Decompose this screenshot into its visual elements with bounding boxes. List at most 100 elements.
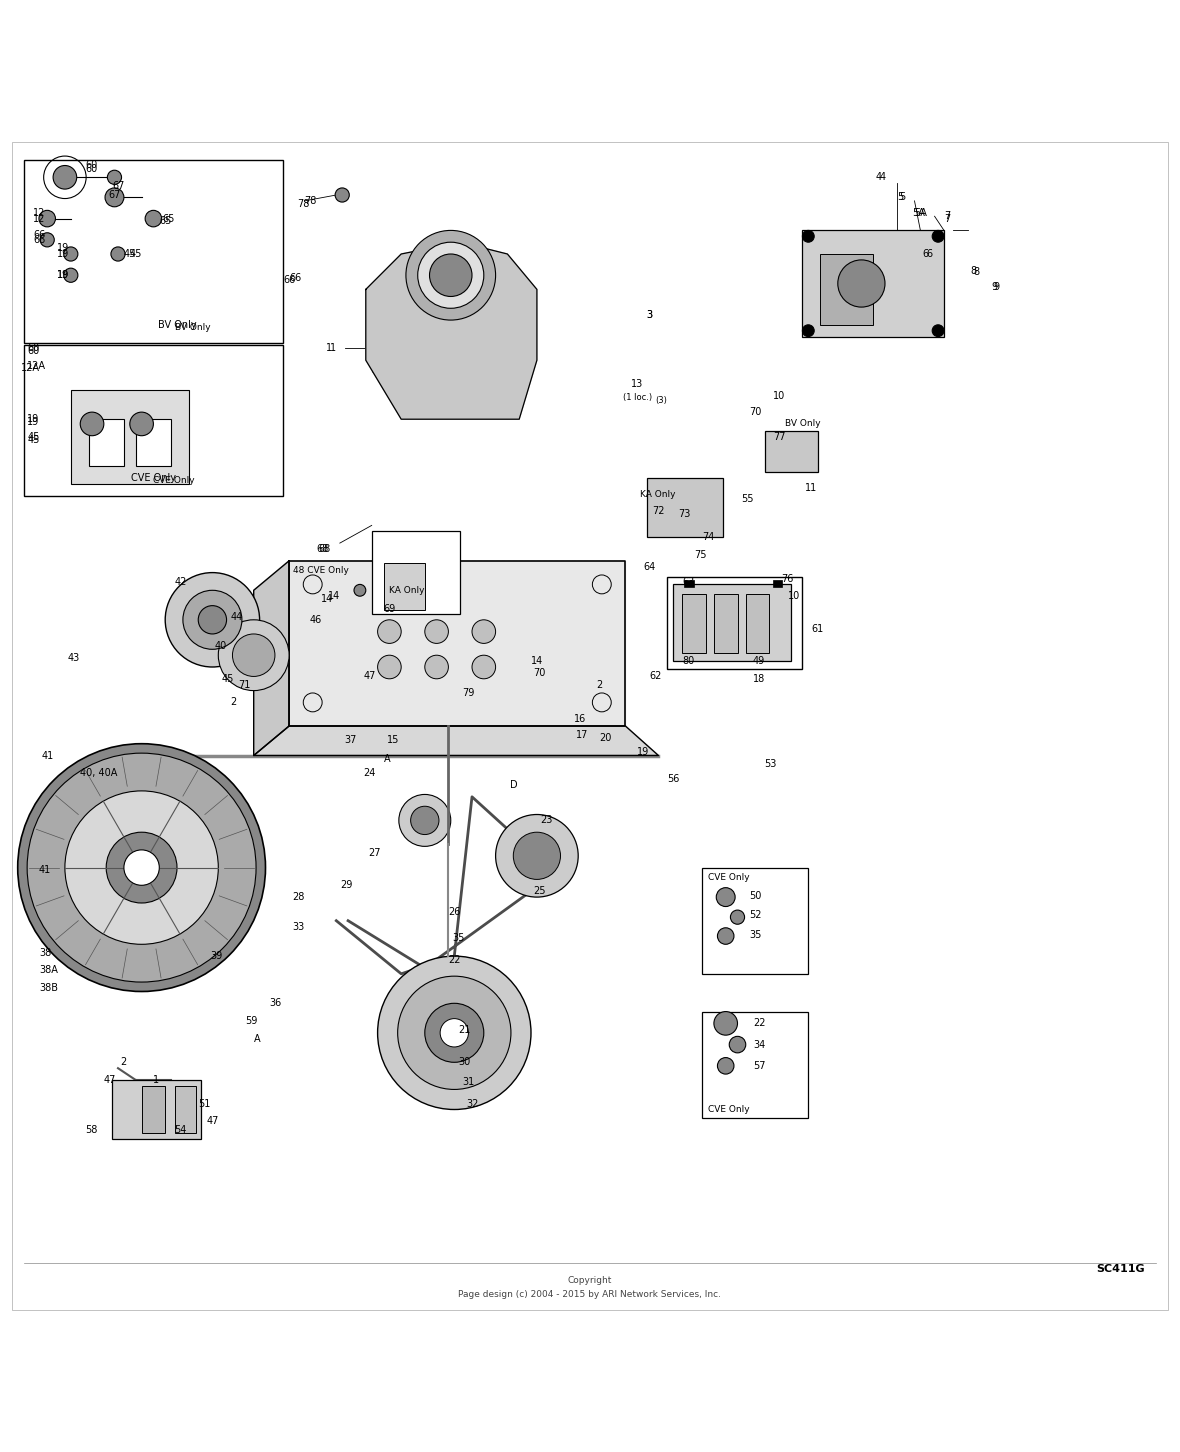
Text: 71: 71 [238, 680, 250, 690]
Text: 59: 59 [245, 1016, 257, 1027]
Circle shape [354, 584, 366, 597]
Bar [667, 578, 802, 669]
Text: CVE Only: CVE Only [131, 473, 176, 484]
Text: 66: 66 [33, 229, 45, 240]
Text: 44: 44 [230, 613, 242, 623]
Polygon shape [254, 560, 289, 755]
Text: 19: 19 [57, 242, 68, 253]
Text: 67: 67 [112, 180, 124, 190]
Circle shape [80, 412, 104, 436]
Text: 3: 3 [647, 311, 653, 321]
Circle shape [145, 211, 162, 227]
Text: 65: 65 [159, 216, 171, 227]
Bar [820, 254, 873, 325]
Bar [175, 1086, 196, 1133]
Circle shape [729, 1037, 746, 1053]
Text: 29: 29 [340, 880, 352, 890]
Circle shape [398, 976, 511, 1089]
Text: BV Only: BV Only [175, 322, 210, 331]
Text: 41: 41 [39, 865, 51, 876]
Polygon shape [366, 242, 537, 420]
Text: 52: 52 [749, 910, 762, 919]
Text: 79: 79 [463, 688, 474, 698]
Text: 45: 45 [27, 436, 39, 446]
Circle shape [411, 806, 439, 835]
Circle shape [378, 655, 401, 678]
Text: 46: 46 [309, 614, 321, 624]
Circle shape [472, 655, 496, 678]
Bar [71, 389, 189, 484]
Bar [714, 594, 738, 653]
Bar [136, 420, 171, 466]
Circle shape [406, 231, 496, 319]
Text: A: A [254, 1034, 261, 1044]
Text: 78: 78 [304, 196, 316, 206]
Text: 70: 70 [533, 668, 545, 678]
Text: BV Only: BV Only [785, 420, 820, 428]
Text: 9: 9 [994, 282, 999, 292]
Text: 25: 25 [533, 886, 546, 896]
Text: 38A: 38A [39, 966, 58, 976]
Text: 19: 19 [637, 746, 649, 756]
Text: 32: 32 [466, 1099, 478, 1108]
Text: 66: 66 [33, 235, 45, 245]
Text: 40, 40A: 40, 40A [80, 768, 118, 778]
Bar [765, 431, 818, 472]
Text: 33: 33 [293, 922, 304, 932]
Circle shape [378, 955, 531, 1109]
Circle shape [218, 620, 289, 691]
Text: 3: 3 [647, 311, 653, 321]
Text: 12A: 12A [21, 363, 40, 373]
Text: D: D [510, 780, 517, 790]
Circle shape [714, 1012, 738, 1035]
Circle shape [27, 754, 256, 982]
Text: 19: 19 [57, 270, 68, 280]
Text: 5: 5 [897, 192, 903, 202]
Text: 12: 12 [33, 213, 45, 224]
Text: 62: 62 [649, 671, 661, 681]
Text: 72: 72 [653, 507, 666, 517]
Text: 68: 68 [316, 544, 328, 555]
Circle shape [64, 269, 78, 282]
Text: 36: 36 [269, 999, 281, 1008]
Text: 12A: 12A [27, 362, 46, 372]
Bar [746, 594, 769, 653]
Text: 61: 61 [812, 624, 824, 635]
Text: 45: 45 [27, 431, 39, 441]
Circle shape [932, 231, 944, 242]
Text: 60: 60 [27, 346, 39, 356]
Circle shape [105, 187, 124, 206]
Text: 31: 31 [463, 1077, 474, 1088]
Circle shape [418, 242, 484, 308]
Bar [384, 563, 425, 610]
Circle shape [440, 1019, 468, 1047]
Text: 75: 75 [694, 550, 707, 560]
Bar [773, 579, 782, 587]
Bar [24, 160, 283, 343]
Circle shape [130, 412, 153, 436]
Circle shape [802, 231, 814, 242]
Text: CVE Only: CVE Only [153, 476, 195, 485]
Text: BV Only: BV Only [158, 319, 196, 330]
Bar [112, 1080, 201, 1138]
Text: 19: 19 [57, 248, 68, 258]
Text: (3): (3) [655, 396, 667, 405]
Text: 60: 60 [85, 161, 97, 170]
Text: 47: 47 [104, 1074, 116, 1085]
Text: A: A [384, 754, 391, 764]
Text: 22: 22 [448, 954, 461, 964]
Circle shape [65, 791, 218, 944]
Text: 9: 9 [991, 282, 997, 292]
Text: 55: 55 [741, 495, 754, 504]
Text: 5: 5 [899, 192, 905, 202]
Text: 56: 56 [667, 774, 678, 784]
Circle shape [40, 232, 54, 247]
Text: (1 loc.): (1 loc.) [623, 393, 653, 402]
Text: 2: 2 [596, 680, 602, 690]
Text: 38: 38 [39, 948, 51, 957]
Text: 19: 19 [27, 414, 39, 424]
Text: 54: 54 [175, 1124, 186, 1134]
Text: 78: 78 [297, 199, 309, 209]
Text: 73: 73 [678, 508, 690, 518]
Text: 41: 41 [41, 751, 53, 761]
